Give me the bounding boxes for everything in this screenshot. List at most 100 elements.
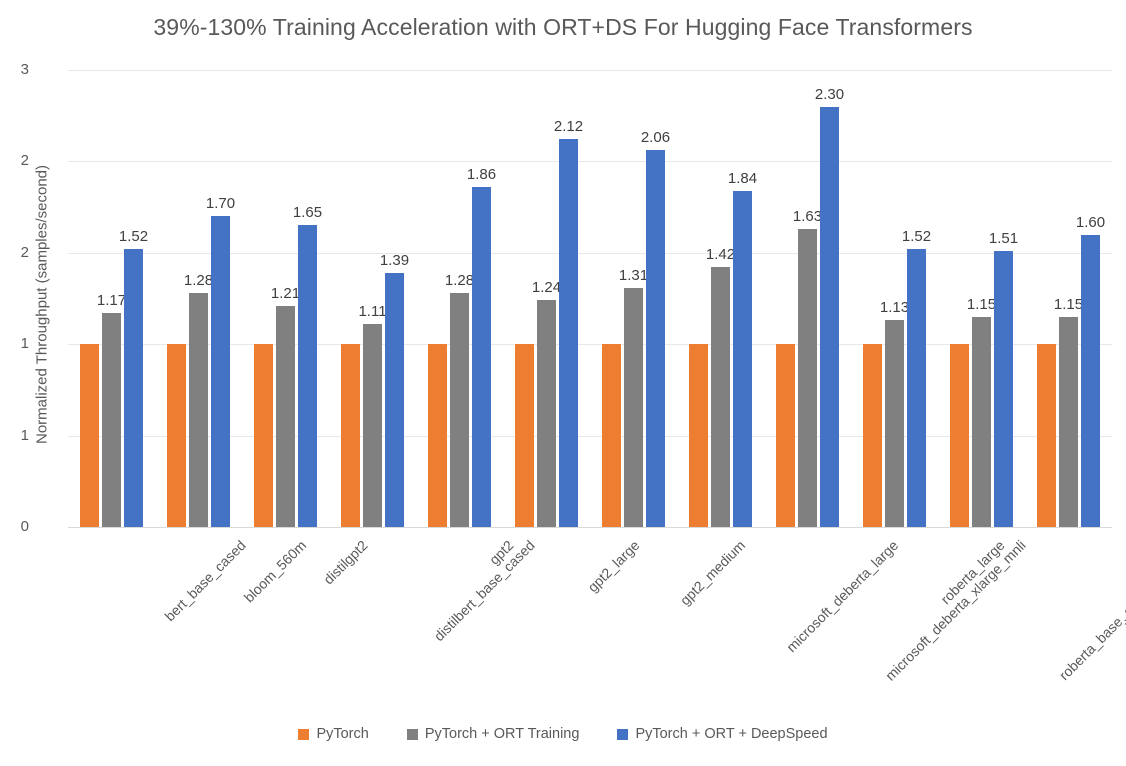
bar	[907, 249, 926, 527]
legend-item[interactable]: PyTorch + ORT + DeepSpeed	[617, 726, 828, 742]
bar	[102, 313, 121, 527]
bar	[1081, 234, 1100, 527]
legend-label: PyTorch + ORT Training	[424, 726, 580, 742]
bar	[450, 293, 469, 527]
bar-value-label: 1.52	[901, 228, 932, 246]
bar	[885, 320, 904, 527]
bar	[559, 139, 578, 527]
legend-item[interactable]: PyTorch	[298, 726, 369, 742]
bar-value-label: 1.86	[466, 166, 497, 183]
bar-value-label: 1.39	[379, 251, 410, 269]
bar-group: 1.24 2.12	[503, 70, 590, 527]
bar-group: 1.13 1.52	[851, 70, 938, 527]
bar	[646, 150, 665, 527]
x-tick-label: gpt2_large	[583, 537, 642, 596]
x-tick-label: distilgpt2	[319, 537, 371, 588]
bar-group: 1.21 1.65	[242, 70, 329, 527]
bar	[1037, 344, 1056, 527]
chart-title: 39%-130% Training Acceleration with ORT+…	[153, 14, 973, 40]
y-tick-label: 2	[20, 152, 29, 170]
bar-value-label: 2.12	[553, 118, 584, 136]
bar	[624, 287, 643, 527]
legend-item[interactable]: PyTorch + ORT Training	[406, 726, 580, 742]
bar-value-label: 1.11	[358, 303, 387, 321]
y-tick-label: 2	[20, 243, 29, 261]
bar	[298, 225, 317, 527]
bar	[363, 324, 382, 527]
bar	[733, 190, 752, 527]
bar	[820, 106, 839, 527]
x-tick-label: microsoft_deberta_xlarge_mnli	[881, 537, 1029, 684]
bar-group: 1.63 2.30	[764, 70, 851, 527]
gridline	[68, 161, 1112, 163]
bars-layer: 1.17 1.52 1.28 1.70 1.21 1.65 1.11 1.39 1.28 1.86…	[68, 70, 1112, 527]
bar-value-label: 1.51	[988, 229, 1019, 247]
bar-group: 1.15 1.60	[1025, 70, 1112, 527]
bar-group: 1.28 1.86	[416, 70, 503, 527]
bar-value-label: 1.84	[727, 169, 758, 187]
bar-value-label: 1.28	[183, 272, 214, 290]
x-axis-category-labels: bert_base_cased bloom_560m distilgpt2 disti…	[68, 531, 1126, 711]
bar	[798, 229, 817, 527]
bar	[994, 250, 1013, 527]
bar-value-label: 1.70	[205, 195, 236, 213]
bar-value-label: 1.42	[705, 246, 736, 264]
bar	[972, 316, 991, 527]
bar	[1059, 316, 1078, 527]
y-axis-title: Normalized Throughput (samples/second)	[33, 164, 51, 445]
bar-group: 1.28 1.70	[155, 70, 242, 527]
gridline	[68, 252, 1112, 254]
bar	[776, 344, 795, 527]
gridline	[68, 527, 1112, 528]
bar	[385, 272, 404, 527]
bar	[537, 300, 556, 527]
bar-group: 1.31 2.06	[590, 70, 677, 527]
x-tick-label: microsoft_deberta_large	[782, 537, 901, 656]
y-tick-label: 0	[20, 518, 29, 535]
bar	[124, 249, 143, 527]
legend-swatch-icon	[298, 728, 310, 740]
x-tick-label: gpt2_medium	[676, 537, 748, 609]
bar-value-label: 1.15	[1053, 295, 1084, 313]
y-tick-label: 1	[20, 335, 29, 353]
x-tick-label: bloom_560m	[240, 537, 309, 606]
bar-value-label: 1.17	[96, 292, 127, 310]
bar-group: 1.17 1.52	[68, 70, 155, 527]
gridline	[68, 435, 1112, 437]
bar-value-label: 1.31	[618, 266, 649, 284]
bar	[167, 344, 186, 527]
bar-group: 1.15 1.51	[938, 70, 1025, 527]
bar	[276, 305, 295, 527]
bar-group: 1.42 1.84	[677, 70, 764, 527]
y-tick-label: 1	[20, 426, 29, 444]
bar	[950, 344, 969, 527]
legend-label: PyTorch + ORT + DeepSpeed	[635, 726, 828, 742]
bar	[80, 344, 99, 527]
bar-value-label: 1.52	[118, 228, 149, 246]
bar	[472, 187, 491, 527]
bar-value-label: 1.60	[1075, 213, 1106, 231]
bar-value-label: 1.28	[444, 272, 475, 290]
bar	[254, 344, 273, 527]
bar-value-label: 1.21	[270, 284, 301, 302]
gridline	[68, 344, 1112, 346]
bar-value-label: 1.63	[792, 208, 823, 226]
y-tick-label: 3	[20, 61, 29, 78]
x-tick-label: distilbert_base_cased	[430, 537, 538, 645]
bar	[515, 344, 534, 527]
bar	[189, 293, 208, 527]
bar	[689, 344, 708, 527]
x-tick-label: roberta_base_openai_detector	[1055, 537, 1126, 684]
bar	[341, 344, 360, 527]
legend-label: PyTorch	[316, 726, 369, 742]
bar-group: 1.11 1.39	[329, 70, 416, 527]
bar	[211, 216, 230, 527]
bar	[602, 344, 621, 527]
bar-value-label: 1.13	[879, 299, 910, 317]
x-tick-label: xlm_roberta_large	[1119, 537, 1126, 629]
x-tick-label: bert_base_cased	[160, 537, 249, 625]
bar-value-label: 1.24	[531, 279, 562, 297]
legend-swatch-icon	[617, 728, 629, 740]
bar-value-label: 2.30	[814, 85, 845, 103]
